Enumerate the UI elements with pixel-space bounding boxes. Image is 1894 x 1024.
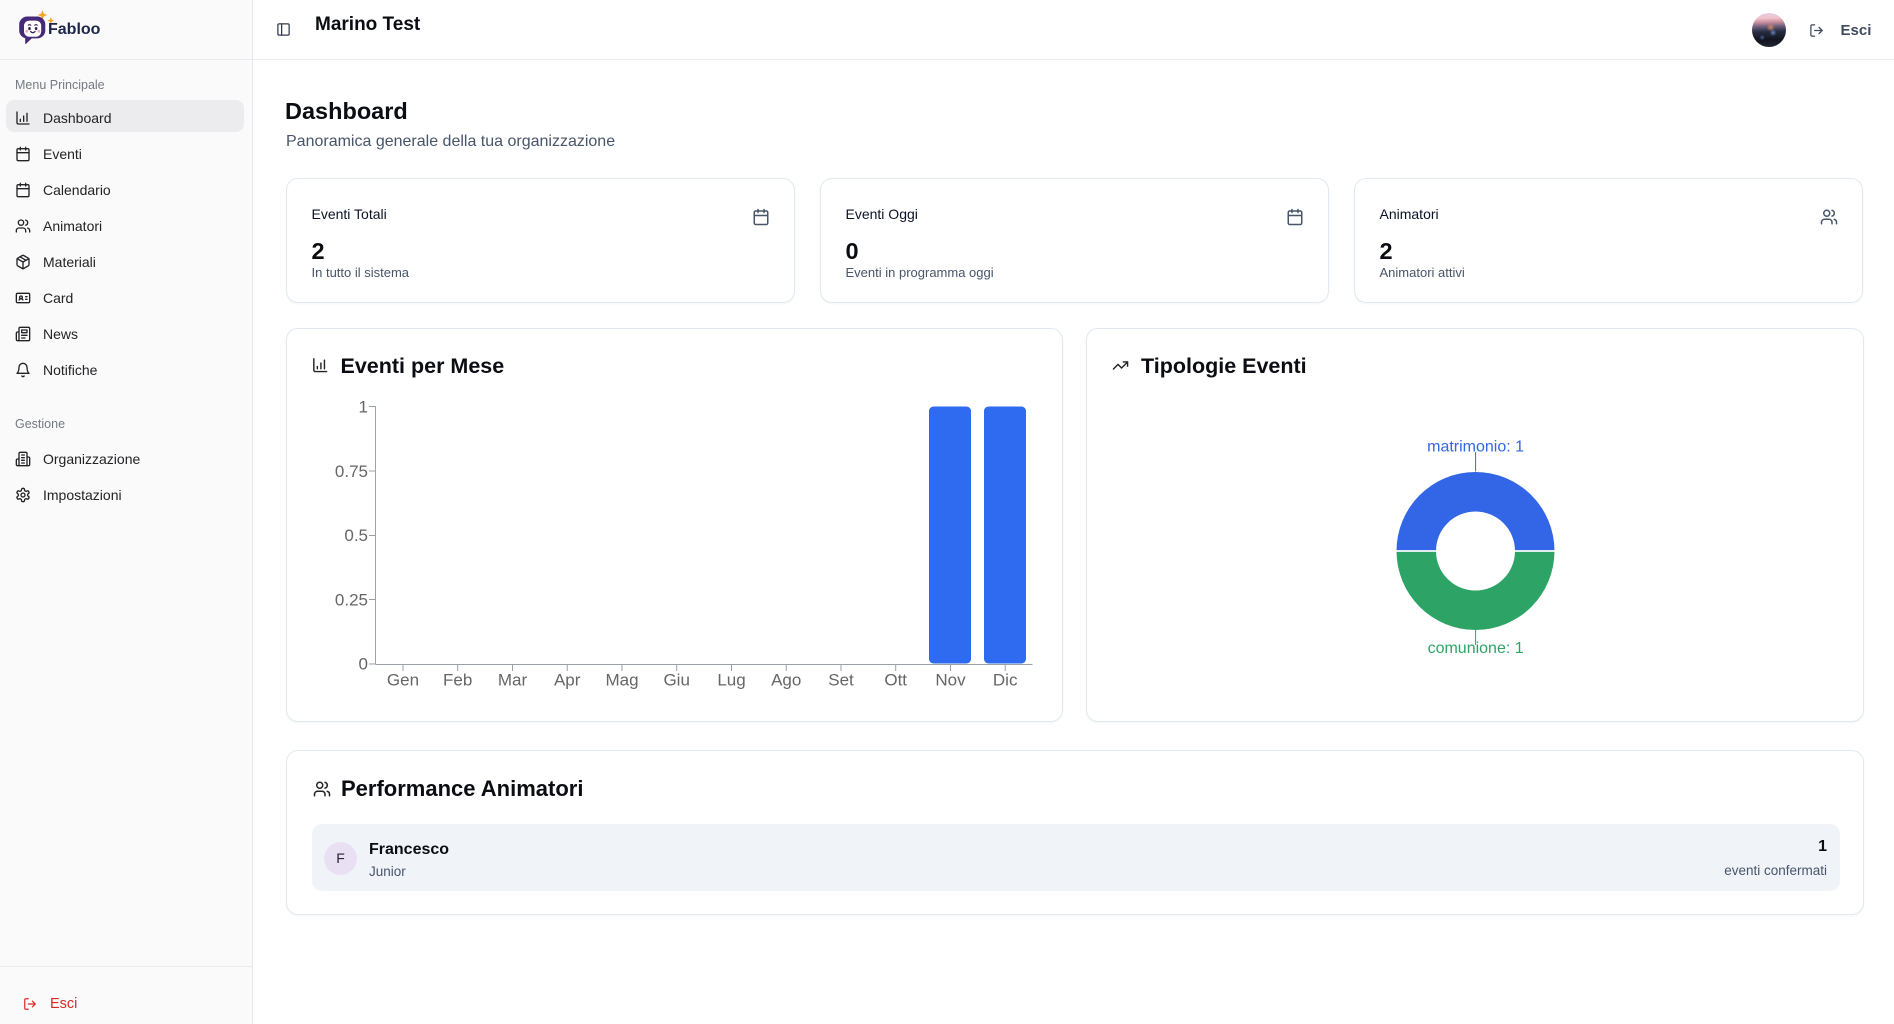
svg-text:Mag: Mag	[605, 671, 638, 690]
svg-text:Dic: Dic	[993, 671, 1018, 690]
svg-text:1: 1	[359, 397, 368, 416]
svg-text:Ago: Ago	[771, 671, 801, 690]
svg-text:Ott: Ott	[884, 671, 907, 690]
svg-text:0: 0	[359, 654, 368, 673]
svg-text:Gen: Gen	[387, 671, 419, 690]
svg-text:0.75: 0.75	[335, 462, 368, 481]
svg-text:Feb: Feb	[443, 671, 472, 690]
svg-text:Mar: Mar	[498, 671, 528, 690]
svg-text:Eventi per Mese: Eventi per Mese	[341, 354, 505, 378]
svg-text:Set: Set	[828, 671, 854, 690]
svg-text:Apr: Apr	[554, 671, 581, 690]
svg-text:Lug: Lug	[717, 671, 745, 690]
svg-text:comunione: 1: comunione: 1	[1428, 640, 1524, 657]
svg-text:Giu: Giu	[663, 671, 689, 690]
svg-text:matrimonio: 1: matrimonio: 1	[1427, 438, 1524, 455]
svg-text:0.5: 0.5	[344, 526, 368, 545]
svg-text:Tipologie Eventi: Tipologie Eventi	[1141, 354, 1307, 378]
svg-text:0.25: 0.25	[335, 591, 368, 610]
svg-text:Nov: Nov	[935, 671, 966, 690]
